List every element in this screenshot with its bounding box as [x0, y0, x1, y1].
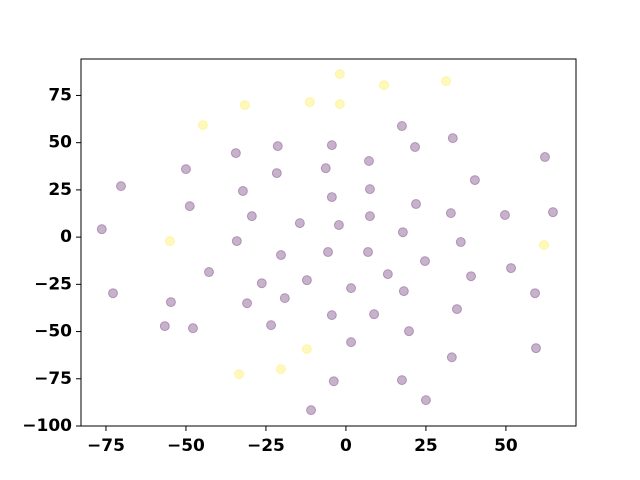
point	[398, 286, 409, 297]
point	[469, 175, 480, 186]
y-tick-label: 0	[60, 227, 72, 247]
point	[539, 240, 550, 251]
point	[184, 201, 195, 212]
point	[246, 211, 257, 222]
y-tick-label: −75	[34, 369, 72, 389]
point	[234, 369, 245, 380]
point	[530, 288, 541, 299]
point	[275, 364, 286, 375]
point	[326, 140, 337, 151]
point	[271, 168, 282, 179]
point	[256, 278, 267, 289]
point	[237, 186, 248, 197]
point	[441, 76, 452, 87]
point	[301, 275, 312, 286]
point	[466, 271, 477, 282]
y-tick-label: 25	[48, 180, 72, 200]
point	[403, 326, 414, 337]
point	[363, 155, 374, 166]
point	[419, 256, 430, 267]
point	[187, 323, 198, 334]
point	[539, 152, 550, 163]
point	[242, 298, 253, 309]
x-tick-label: 0	[340, 436, 352, 456]
point	[451, 304, 462, 315]
point	[279, 293, 290, 304]
point	[239, 100, 250, 111]
point	[396, 121, 407, 132]
point	[420, 395, 431, 406]
point	[323, 247, 334, 258]
point	[397, 227, 408, 238]
point	[107, 288, 118, 299]
point	[272, 141, 283, 152]
point	[326, 192, 337, 203]
point	[382, 269, 393, 280]
point	[115, 181, 126, 192]
point	[410, 142, 421, 153]
point	[447, 133, 458, 144]
point	[346, 283, 357, 294]
point	[320, 163, 331, 174]
point	[180, 164, 191, 175]
point	[197, 120, 208, 131]
point	[547, 207, 558, 218]
plot-frame	[80, 58, 577, 427]
point	[334, 69, 345, 80]
x-tick-label: −75	[87, 436, 125, 456]
y-tick-label: −50	[34, 322, 72, 342]
point	[506, 263, 517, 274]
y-tick-label: −25	[34, 274, 72, 294]
point	[230, 148, 241, 159]
point	[411, 199, 422, 210]
x-tick-label: −25	[247, 436, 285, 456]
point	[164, 236, 175, 247]
point	[326, 310, 337, 321]
point	[455, 237, 466, 248]
point	[96, 224, 107, 235]
point	[364, 184, 375, 195]
x-tick-label: 50	[494, 436, 518, 456]
point	[445, 208, 456, 219]
point	[446, 352, 457, 363]
point	[231, 236, 242, 247]
point	[266, 320, 277, 331]
point	[369, 309, 380, 320]
point	[304, 97, 315, 108]
y-tick-label: −100	[22, 416, 72, 436]
point	[301, 344, 312, 355]
x-tick-label: 25	[414, 436, 438, 456]
point	[159, 321, 170, 332]
point	[379, 80, 390, 91]
point	[396, 375, 407, 386]
point	[333, 220, 344, 231]
y-tick-label: 50	[48, 133, 72, 153]
point	[275, 250, 286, 261]
point	[294, 218, 305, 229]
x-tick-label: −50	[167, 436, 205, 456]
point	[165, 297, 176, 308]
point	[328, 376, 339, 387]
point	[364, 211, 375, 222]
y-tick-label: 75	[48, 85, 72, 105]
point	[306, 405, 317, 416]
point	[499, 210, 510, 221]
point	[363, 247, 374, 258]
point	[346, 337, 357, 348]
point	[203, 267, 214, 278]
point	[334, 99, 345, 110]
point	[531, 343, 542, 354]
